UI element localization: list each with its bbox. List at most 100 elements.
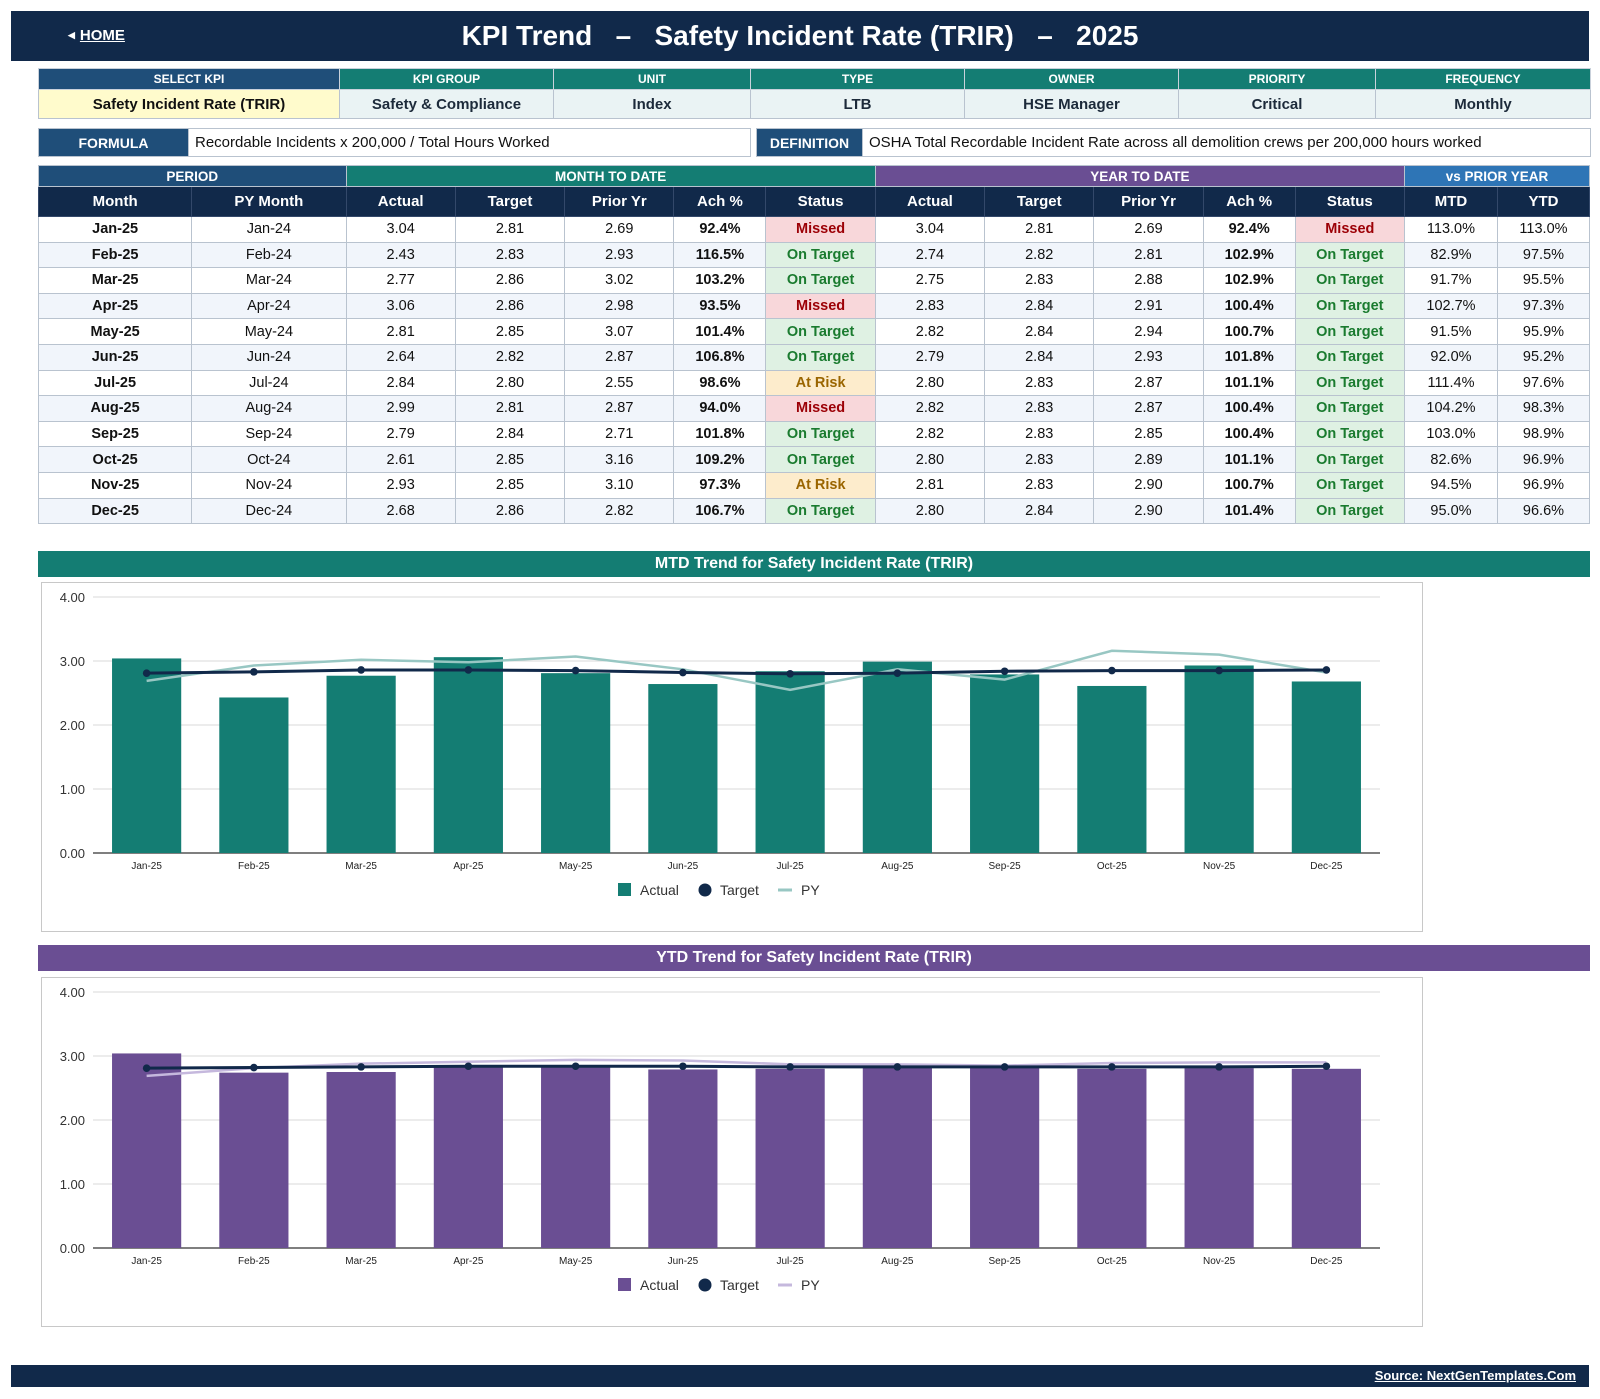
legend-py-label: PY xyxy=(801,1277,820,1293)
col-header-ytd-target: Target xyxy=(984,186,1095,217)
y-tick-label: 1.00 xyxy=(60,782,85,797)
point-target xyxy=(1108,1063,1116,1071)
cell-ytd-target: 2.84 xyxy=(984,343,1095,371)
cell-month: Mar-25 xyxy=(37,267,193,294)
cell-mtd-ach: 97.3% xyxy=(673,471,767,499)
cell-mtd-target: 2.85 xyxy=(454,318,566,345)
y-tick-label: 4.00 xyxy=(60,590,85,605)
cell-py-month: Aug-24 xyxy=(191,395,347,422)
cell-ytd-ach: 101.4% xyxy=(1202,497,1296,525)
cell-mtd-ach: 109.2% xyxy=(673,446,767,473)
cell-mtd-target: 2.86 xyxy=(454,497,566,525)
bar-actual xyxy=(1077,1068,1147,1248)
cell-ytd-actual: 2.75 xyxy=(874,267,986,294)
kpi-select-dropdown[interactable]: Safety Incident Rate (TRIR) xyxy=(38,89,340,119)
cell-month: Apr-25 xyxy=(37,292,193,320)
cell-mtd-ach: 93.5% xyxy=(673,292,767,320)
point-target xyxy=(893,1063,902,1071)
bar-actual xyxy=(648,684,718,853)
bar-actual xyxy=(755,1068,825,1248)
x-tick-label: Jul-25 xyxy=(777,861,805,872)
cell-ytd-status: On Target xyxy=(1294,497,1405,525)
line-py xyxy=(146,1058,1327,1078)
cell-ytd-ach: 92.4% xyxy=(1202,216,1296,243)
col-header-vs-py-mtd: MTD xyxy=(1403,186,1498,217)
select-kpi-header: SELECT KPI xyxy=(38,68,340,90)
cell-mtd-target: 2.80 xyxy=(454,369,566,397)
x-tick-label: Nov-25 xyxy=(1203,1256,1236,1267)
cell-ytd-ach: 100.4% xyxy=(1202,420,1296,448)
cell-month: Dec-25 xyxy=(37,497,193,525)
cell-ytd-target: 2.82 xyxy=(984,241,1095,269)
table-row: Feb-25 Feb-24 2.43 2.83 2.93 116.5% On Target 2… xyxy=(37,241,1591,269)
x-tick-label: Mar-25 xyxy=(345,1256,377,1267)
cell-py-month: Apr-24 xyxy=(191,292,347,320)
table-row: Jun-25 Jun-24 2.64 2.82 2.87 106.8% On Target 2… xyxy=(37,343,1591,371)
cell-mtd-ach: 98.6% xyxy=(673,369,767,397)
cell-mtd-prior-yr: 3.02 xyxy=(564,267,675,294)
source-link[interactable]: Source: NextGenTemplates.Com xyxy=(1374,1368,1576,1383)
point-target xyxy=(464,666,473,674)
y-tick-label: 3.00 xyxy=(60,654,85,669)
cell-ytd-prior-yr: 2.94 xyxy=(1093,318,1204,345)
point-target xyxy=(250,668,258,676)
cell-ytd-ach: 102.9% xyxy=(1202,267,1296,294)
cell-vs-py-mtd: 111.4% xyxy=(1403,369,1498,397)
line-target xyxy=(146,668,1327,676)
cell-py-month: Jul-24 xyxy=(191,369,347,397)
legend-target-swatch xyxy=(698,883,712,897)
cell-ytd-prior-yr: 2.88 xyxy=(1093,267,1204,294)
bar-actual xyxy=(326,675,396,853)
cell-mtd-actual: 2.84 xyxy=(345,369,456,397)
cell-mtd-prior-yr: 2.87 xyxy=(564,343,675,371)
cell-ytd-target: 2.83 xyxy=(984,267,1095,294)
bar-actual xyxy=(112,658,182,853)
point-target xyxy=(1322,1062,1331,1071)
owner-value: HSE Manager xyxy=(964,89,1179,119)
legend-actual-label: Actual xyxy=(640,1277,679,1293)
cell-ytd-target: 2.83 xyxy=(984,471,1095,499)
col-header-month: Month xyxy=(37,186,193,217)
cell-mtd-status: On Target xyxy=(765,446,876,473)
cell-month: Sep-25 xyxy=(37,420,193,448)
kpi-info-table: SELECT KPI KPI GROUP UNIT TYPE OWNER PRI… xyxy=(38,68,1591,119)
cell-ytd-status: On Target xyxy=(1294,318,1405,345)
cell-py-month: Jun-24 xyxy=(191,343,347,371)
cell-vs-py-mtd: 104.2% xyxy=(1403,395,1498,422)
cell-vs-py-mtd: 91.7% xyxy=(1403,267,1498,294)
cell-mtd-prior-yr: 3.16 xyxy=(564,446,675,473)
mtd-trend-chart: 0.00 1.00 2.00 3.00 4.00 Jan-25 Feb-25 Mar-25 Ap… xyxy=(41,582,1423,932)
bar-actual xyxy=(1291,681,1361,853)
cell-mtd-actual: 2.93 xyxy=(345,471,456,499)
bar-actual xyxy=(326,1072,396,1248)
table-row: Aug-25 Aug-24 2.99 2.81 2.87 94.0% Missed 2.82 2… xyxy=(37,395,1591,422)
left-triangle-icon: ◀ xyxy=(68,30,75,40)
cell-ytd-prior-yr: 2.81 xyxy=(1093,241,1204,269)
cell-mtd-status: At Risk xyxy=(765,471,876,499)
cell-mtd-status: Missed xyxy=(765,395,876,422)
x-tick-label: Nov-25 xyxy=(1203,861,1236,872)
frequency-header: FREQUENCY xyxy=(1375,68,1591,90)
cell-vs-py-ytd: 96.6% xyxy=(1496,497,1591,525)
cell-mtd-ach: 94.0% xyxy=(673,395,767,422)
point-target xyxy=(1000,1063,1009,1071)
cell-vs-py-mtd: 95.0% xyxy=(1403,497,1498,525)
ytd-chart-svg: 0.00 1.00 2.00 3.00 4.00 Jan-25 Feb-25 Mar-25 Ap… xyxy=(60,985,1380,1293)
title-bar xyxy=(11,11,1589,61)
legend-target-swatch xyxy=(698,1278,712,1292)
cell-mtd-prior-yr: 2.87 xyxy=(564,395,675,422)
cell-ytd-ach: 100.4% xyxy=(1202,292,1296,320)
x-tick-label: Sep-25 xyxy=(989,1256,1022,1267)
home-link[interactable]: ◀ HOME xyxy=(68,27,125,44)
cell-mtd-status: On Target xyxy=(765,420,876,448)
cell-mtd-ach: 103.2% xyxy=(673,267,767,294)
cell-mtd-status: On Target xyxy=(765,267,876,294)
table-row: Jul-25 Jul-24 2.84 2.80 2.55 98.6% At Risk 2.80… xyxy=(37,369,1591,397)
cell-mtd-status: On Target xyxy=(765,497,876,525)
col-header-ytd-actual: Actual xyxy=(874,186,986,217)
cell-month: Jan-25 xyxy=(37,216,193,243)
bar-actual xyxy=(755,671,825,853)
cell-mtd-actual: 2.43 xyxy=(345,241,456,269)
legend-actual-swatch xyxy=(618,883,631,896)
cell-py-month: Dec-24 xyxy=(191,497,347,525)
